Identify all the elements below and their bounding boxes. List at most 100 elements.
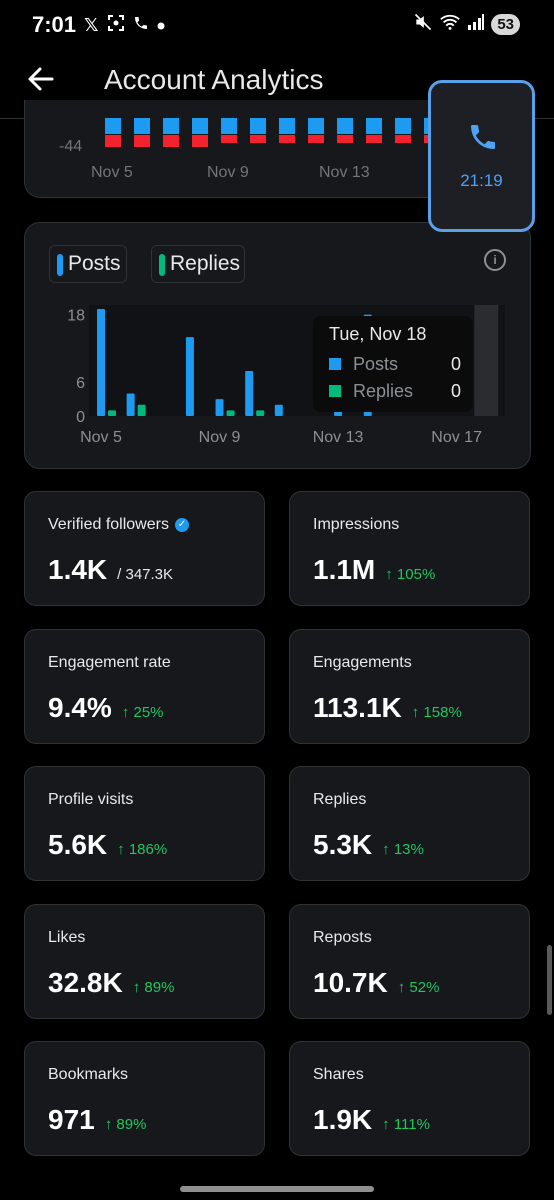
loss-bar [308,135,324,143]
metric-card[interactable]: Engagement rate 9.4% ↑ 25% [24,629,265,744]
signal-icon [467,13,485,36]
dot-icon [157,17,165,35]
metric-card[interactable]: Likes 32.8K ↑ 89% [24,904,265,1019]
status-time: 7:01 [32,12,77,37]
gain-bar [337,118,353,134]
bar-replies[interactable] [108,410,116,416]
metric-value: 971 ↑ 89% [48,1104,146,1136]
x-tick-label: Nov 5 [91,164,133,181]
metric-value-text: 5.3K [313,829,373,860]
call-timer: 21:19 [460,171,503,190]
gain-bar [308,118,324,134]
legend-replies-label: Replies [170,252,241,275]
metric-card[interactable]: Verified followers ✓ 1.4K / 347.3K [24,491,265,606]
metric-card[interactable]: Engagements 113.1K ↑ 158% [289,629,530,744]
metric-value: 5.6K ↑ 186% [48,829,167,861]
y-tick-label: 0 [76,409,85,426]
metric-card[interactable]: Shares 1.9K ↑ 111% [289,1041,530,1156]
metric-value: 32.8K ↑ 89% [48,967,174,999]
loss-bar [395,135,411,143]
y-tick-label: 6 [76,375,85,392]
gain-bar [134,118,150,134]
metric-card[interactable]: Profile visits 5.6K ↑ 186% [24,766,265,881]
tooltip-row-value: 0 [450,381,461,401]
metric-value: 5.3K ↑ 13% [313,829,424,861]
metric-change: ↑ 186% [117,841,168,858]
tooltip-row-label: Posts [353,354,399,374]
metric-value-text: 5.6K [48,829,108,860]
metric-value-text: 1.4K [48,554,108,585]
loss-bar [250,135,266,143]
gain-bar [221,118,237,134]
posts-swatch [329,358,341,371]
back-button[interactable] [26,64,56,94]
replies-swatch [159,254,165,276]
ongoing-call-bubble[interactable]: 21:19 [428,80,535,232]
x-tick-label: Nov 13 [319,164,370,181]
tooltip-row-posts: Posts 0 [329,354,461,375]
legend-posts-toggle[interactable]: Posts [49,245,127,283]
bar-posts[interactable] [97,309,105,416]
metric-value-text: 10.7K [313,967,388,998]
bar-posts[interactable] [245,370,254,416]
arrow-left-icon [28,67,54,91]
metric-label-text: Reposts [313,929,372,946]
scrollbar[interactable] [547,945,552,1015]
metric-value: 1.1M ↑ 105% [313,554,435,586]
gain-bar [163,118,179,134]
bar-replies[interactable] [256,410,265,416]
x-tick-label: Nov 13 [313,429,364,446]
gain-bar [192,118,208,134]
replies-swatch [329,385,341,398]
metric-change: ↑ 111% [382,1116,430,1133]
bar-posts[interactable] [215,399,224,416]
metric-label-text: Engagements [313,654,412,671]
bar-replies[interactable] [226,410,235,416]
bar-replies[interactable] [137,404,146,416]
x-tick-label: Nov 9 [199,429,241,446]
metric-card[interactable]: Bookmarks 971 ↑ 89% [24,1041,265,1156]
metric-label: Likes [48,929,85,947]
info-icon[interactable]: i [484,249,506,271]
gain-bar [366,118,382,134]
metric-change: ↑ 89% [104,1116,147,1133]
phone-icon [471,125,495,149]
gain-bar [250,118,266,134]
metric-label: Engagements [313,654,412,672]
metric-card[interactable]: Reposts 10.7K ↑ 52% [289,904,530,1019]
home-indicator[interactable] [180,1186,374,1192]
loss-bar [366,135,382,143]
metric-change: ↑ 52% [397,979,440,996]
metric-value: 10.7K ↑ 52% [313,967,439,999]
gain-bar [395,118,411,134]
bar-posts[interactable] [274,404,283,416]
metric-value: 9.4% ↑ 25% [48,692,164,724]
bar-posts[interactable] [126,393,135,416]
metric-card[interactable]: Impressions 1.1M ↑ 105% [289,491,530,606]
metric-label: Verified followers ✓ [48,516,189,534]
metric-value-text: 113.1K [313,692,402,723]
metric-card[interactable]: Replies 5.3K ↑ 13% [289,766,530,881]
metric-label: Impressions [313,516,399,534]
metric-label: Reposts [313,929,372,947]
metric-label-text: Bookmarks [48,1066,129,1083]
bar-posts[interactable] [185,337,194,416]
x-tick-label: Nov 9 [207,164,249,181]
loss-bar [279,135,295,143]
wifi-icon [439,12,461,37]
metric-total: / 347.3K [117,566,174,583]
metric-label-text: Shares [313,1066,364,1083]
tooltip-title: Tue, Nov 18 [329,324,427,344]
status-bar: 7:01 𝕏 53 [0,0,554,52]
loss-bar [105,135,121,147]
metric-value-text: 32.8K [48,967,123,998]
legend-replies-toggle[interactable]: Replies [151,245,245,283]
tooltip-row-label: Replies [353,381,414,401]
metric-value-text: 1.1M [313,554,376,585]
verified-badge-icon: ✓ [174,517,189,532]
tooltip-row-replies: Replies 0 [329,381,461,402]
selected-column-highlight [474,305,499,416]
metric-change: ↑ 25% [121,704,164,721]
gain-bar [105,118,121,134]
metric-value-text: 1.9K [313,1104,373,1135]
